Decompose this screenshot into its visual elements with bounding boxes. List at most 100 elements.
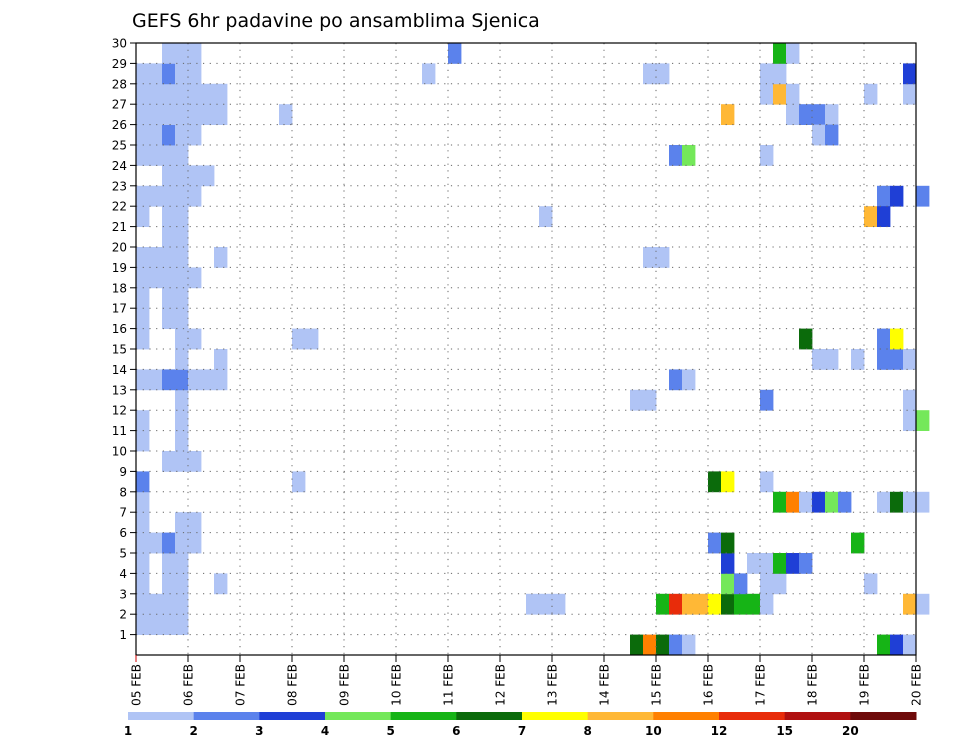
heatmap-cell bbox=[903, 83, 917, 105]
heatmap-cell bbox=[734, 573, 748, 595]
heatmap-cell bbox=[214, 247, 228, 268]
heatmap-cell bbox=[149, 532, 163, 554]
x-tick-label: 05 FEB bbox=[130, 664, 144, 706]
heatmap-cell bbox=[188, 165, 202, 187]
heatmap-cell bbox=[526, 593, 540, 615]
heatmap-cell bbox=[162, 165, 176, 187]
heatmap-cell bbox=[136, 328, 150, 350]
heatmap-cell bbox=[643, 63, 657, 85]
heatmap-cell bbox=[279, 104, 293, 125]
heatmap-cell bbox=[643, 389, 657, 411]
heatmap-cell bbox=[162, 145, 176, 166]
y-tick-label: 25 bbox=[112, 139, 127, 153]
heatmap-cell bbox=[721, 471, 735, 493]
heatmap-cell bbox=[214, 573, 228, 595]
x-axis: 05 FEB 06 FEB 07 FEB 08 FEB 09 FEB 10 FEB 11 F… bbox=[130, 655, 924, 706]
heatmap-cell bbox=[734, 593, 748, 615]
heatmap-cell bbox=[162, 104, 176, 125]
heatmap-cell bbox=[162, 593, 176, 615]
heatmap-cell bbox=[201, 104, 215, 125]
y-tick-label: 19 bbox=[112, 261, 127, 275]
colorbar-segment bbox=[850, 712, 917, 720]
heatmap-cell bbox=[773, 43, 787, 64]
heatmap-cell bbox=[175, 247, 189, 268]
x-tick-label: 16 FEB bbox=[702, 664, 716, 706]
x-tick-label: 15 FEB bbox=[650, 664, 664, 706]
colorbar: 1 2 3 4 5 6 7 8 10 12 15 20 bbox=[124, 712, 917, 738]
y-axis: 1234567891011121314151617181920212223242… bbox=[112, 37, 136, 642]
x-tick-label: 19 FEB bbox=[858, 664, 872, 706]
heatmap-cell bbox=[149, 185, 163, 207]
heatmap-cell bbox=[188, 267, 202, 289]
heatmap-cell bbox=[760, 63, 774, 85]
heatmap-cell bbox=[760, 553, 774, 574]
heatmap-cell bbox=[903, 491, 917, 513]
heatmap-cell bbox=[656, 63, 670, 85]
heatmap-cell bbox=[786, 43, 800, 64]
heatmap-cell bbox=[760, 83, 774, 105]
heatmap-cell bbox=[162, 451, 176, 472]
y-tick-label: 8 bbox=[119, 485, 127, 499]
heatmap-cell bbox=[188, 185, 202, 207]
colorbar-label: 5 bbox=[386, 724, 394, 738]
y-tick-label: 22 bbox=[112, 200, 127, 214]
heatmap-cell bbox=[825, 124, 839, 146]
grid-layer bbox=[136, 43, 916, 655]
heatmap-cell bbox=[136, 63, 150, 85]
colorbar-segment bbox=[259, 712, 326, 720]
heatmap-cell bbox=[136, 185, 150, 207]
heatmap-cell bbox=[162, 553, 176, 574]
heatmap-cell bbox=[669, 593, 683, 615]
x-tick-label: 17 FEB bbox=[754, 664, 768, 706]
y-tick-label: 17 bbox=[112, 302, 127, 316]
heatmap-cell bbox=[149, 83, 163, 105]
x-tick-label: 10 FEB bbox=[390, 664, 404, 706]
heatmap-cell bbox=[188, 532, 202, 554]
heatmap-cell bbox=[903, 349, 917, 370]
heatmap-cell bbox=[188, 451, 202, 472]
y-tick-label: 18 bbox=[112, 281, 127, 295]
heatmap-cell bbox=[214, 349, 228, 370]
heatmap-cell bbox=[175, 614, 189, 635]
heatmap-cell bbox=[669, 145, 683, 166]
heatmap-cell bbox=[175, 593, 189, 615]
heatmap-cell bbox=[721, 553, 735, 574]
y-tick-label: 6 bbox=[119, 526, 127, 540]
heatmap-cell bbox=[162, 185, 176, 207]
heatmap-cell bbox=[149, 369, 163, 391]
heatmap-cell bbox=[175, 287, 189, 309]
heatmap-cell bbox=[136, 206, 150, 227]
heatmap-cell bbox=[760, 593, 774, 615]
heatmap-cell bbox=[162, 226, 176, 248]
y-tick-label: 5 bbox=[119, 547, 127, 561]
heatmap-cell bbox=[747, 553, 761, 574]
heatmap-cell bbox=[656, 634, 670, 656]
colorbar-label: 7 bbox=[518, 724, 526, 738]
cells-layer bbox=[136, 43, 930, 656]
colorbar-segment bbox=[193, 712, 260, 720]
heatmap-cell bbox=[162, 124, 176, 146]
colorbar-label: 15 bbox=[776, 724, 793, 738]
heatmap-cell bbox=[903, 410, 917, 431]
heatmap-cell bbox=[682, 145, 696, 166]
heatmap-cell bbox=[760, 145, 774, 166]
heatmap-cell bbox=[903, 593, 917, 615]
heatmap-cell bbox=[669, 369, 683, 391]
heatmap-cell bbox=[149, 104, 163, 125]
colorbar-label: 2 bbox=[189, 724, 197, 738]
heatmap-cell bbox=[175, 104, 189, 125]
heatmap-cell bbox=[162, 573, 176, 595]
heatmap-cell bbox=[721, 593, 735, 615]
y-tick-label: 14 bbox=[112, 363, 127, 377]
heatmap-cell bbox=[162, 308, 176, 329]
colorbar-label: 3 bbox=[255, 724, 263, 738]
heatmap-cell bbox=[136, 83, 150, 105]
heatmap-cell bbox=[708, 471, 722, 493]
heatmap-cell bbox=[305, 328, 319, 350]
heatmap-cell bbox=[708, 532, 722, 554]
heatmap-cell bbox=[760, 471, 774, 493]
heatmap-cell bbox=[175, 389, 189, 411]
heatmap-cell bbox=[188, 512, 202, 533]
heatmap-cell bbox=[136, 410, 150, 431]
heatmap-cell bbox=[214, 83, 228, 105]
